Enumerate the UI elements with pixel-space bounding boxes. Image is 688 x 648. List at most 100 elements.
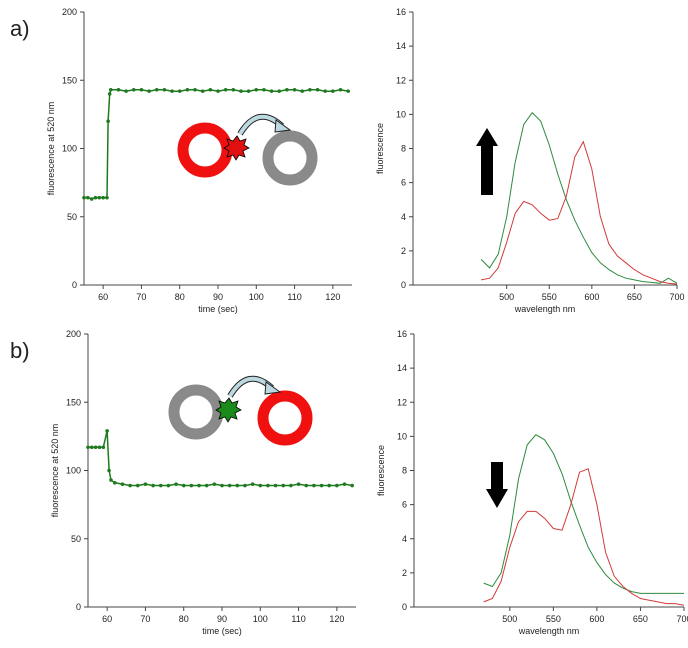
x-tick-label: 90	[217, 614, 227, 624]
data-point	[269, 89, 274, 93]
data-point	[177, 89, 182, 93]
data-point	[158, 483, 163, 488]
data-point	[200, 89, 205, 93]
x-tick-label: 600	[589, 614, 604, 624]
data-point	[327, 483, 332, 488]
y-tick-label: 0	[76, 602, 81, 612]
data-point	[97, 445, 102, 450]
y-tick-label: 10	[397, 431, 407, 441]
data-point	[289, 483, 293, 488]
x-tick-label: 500	[499, 292, 514, 302]
data-point	[105, 429, 109, 433]
x-tick-label: 500	[502, 614, 517, 624]
data-point	[335, 483, 339, 488]
data-point	[323, 89, 328, 93]
y-tick-label: 4	[402, 534, 407, 544]
x-tick-label: 80	[179, 614, 189, 624]
x-tick-label: 110	[287, 292, 301, 302]
y-tick-label: 6	[401, 178, 406, 188]
y-tick-label: 16	[396, 7, 406, 17]
series-line	[483, 434, 684, 594]
data-point	[120, 482, 125, 486]
data-point	[346, 89, 350, 93]
data-point	[292, 88, 297, 92]
y-tick-label: 0	[72, 280, 77, 290]
data-point	[97, 195, 102, 200]
y-axis-label: fluorescence	[375, 123, 385, 174]
data-point	[254, 88, 259, 92]
data-point	[338, 88, 343, 92]
data-point	[300, 89, 305, 93]
data-point	[101, 445, 106, 450]
diagram	[168, 375, 313, 446]
y-tick-label: 0	[401, 280, 406, 290]
y-tick-label: 12	[396, 75, 406, 85]
x-tick-label: 700	[669, 292, 684, 302]
data-point	[181, 483, 186, 488]
data-point	[250, 482, 255, 486]
y-axis-label: fluorescence at 520 nm	[50, 424, 60, 518]
data-point	[212, 482, 217, 486]
x-tick-label: 600	[584, 292, 599, 302]
data-point	[139, 88, 144, 92]
y-tick-label: 14	[396, 41, 406, 51]
data-point	[243, 483, 247, 488]
x-axis-label: time (sec)	[198, 304, 238, 314]
data-point	[223, 88, 228, 92]
y-tick-label: 50	[71, 534, 81, 544]
y-tick-label: 150	[66, 397, 81, 407]
data-point	[189, 483, 194, 488]
y-tick-label: 8	[402, 466, 407, 476]
data-point	[227, 483, 232, 488]
data-point	[174, 482, 178, 486]
data-point	[90, 445, 94, 450]
series-line	[483, 468, 685, 606]
x-axis-label: wavelength nm	[518, 626, 580, 636]
data-point	[147, 89, 151, 93]
data-point	[235, 483, 240, 488]
diagram	[177, 113, 318, 186]
x-tick-label: 80	[175, 292, 185, 302]
x-tick-label: 60	[102, 614, 112, 624]
data-point	[312, 483, 316, 488]
data-point	[170, 89, 174, 93]
y-tick-label: 100	[62, 144, 77, 154]
data-point	[193, 88, 197, 92]
y-tick-label: 50	[67, 212, 77, 222]
y-tick-label: 6	[402, 500, 407, 510]
data-point	[342, 482, 347, 486]
data-point	[109, 478, 113, 482]
data-point	[143, 482, 148, 486]
panel-label: b)	[10, 338, 30, 363]
data-point	[231, 88, 236, 92]
x-tick-label: 110	[291, 614, 305, 624]
y-tick-label: 4	[401, 212, 406, 222]
data-point	[89, 197, 94, 201]
x-tick-label: 120	[325, 292, 340, 302]
data-point	[246, 89, 251, 93]
data-point	[304, 483, 309, 488]
data-point	[185, 88, 190, 92]
data-point	[107, 468, 111, 473]
x-axis-label: wavelength nm	[514, 304, 576, 314]
data-point	[101, 195, 105, 200]
data-point	[308, 88, 312, 92]
x-tick-label: 70	[140, 614, 150, 624]
x-tick-label: 120	[329, 614, 344, 624]
data-point	[124, 89, 128, 93]
data-point	[266, 483, 270, 488]
data-point	[154, 88, 159, 92]
y-tick-label: 200	[62, 7, 77, 17]
y-tick-label: 200	[66, 329, 81, 339]
x-tick-label: 70	[136, 292, 146, 302]
data-point	[208, 88, 213, 92]
data-point	[107, 92, 112, 96]
y-tick-label: 100	[66, 466, 81, 476]
y-tick-label: 2	[401, 246, 406, 256]
data-point	[109, 88, 113, 92]
x-tick-label: 100	[253, 614, 268, 624]
data-point	[220, 483, 224, 488]
x-tick-label: 60	[98, 292, 108, 302]
data-point	[162, 88, 167, 92]
